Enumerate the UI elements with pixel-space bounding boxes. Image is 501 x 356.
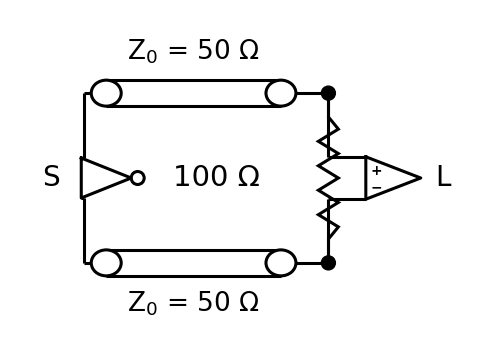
Text: Z$_0$ = 50 Ω: Z$_0$ = 50 Ω [127, 38, 260, 67]
Text: −: − [370, 180, 382, 194]
Text: 100 Ω: 100 Ω [172, 164, 259, 192]
Circle shape [321, 256, 335, 270]
Ellipse shape [266, 80, 296, 106]
Bar [106, 250, 281, 276]
Text: Z$_0$ = 50 Ω: Z$_0$ = 50 Ω [127, 289, 260, 318]
Ellipse shape [91, 250, 121, 276]
Ellipse shape [266, 250, 296, 276]
Circle shape [321, 86, 335, 100]
Bar [106, 80, 281, 106]
Text: +: + [370, 163, 382, 178]
Text: S: S [43, 164, 60, 192]
Ellipse shape [91, 80, 121, 106]
Text: L: L [434, 164, 450, 192]
